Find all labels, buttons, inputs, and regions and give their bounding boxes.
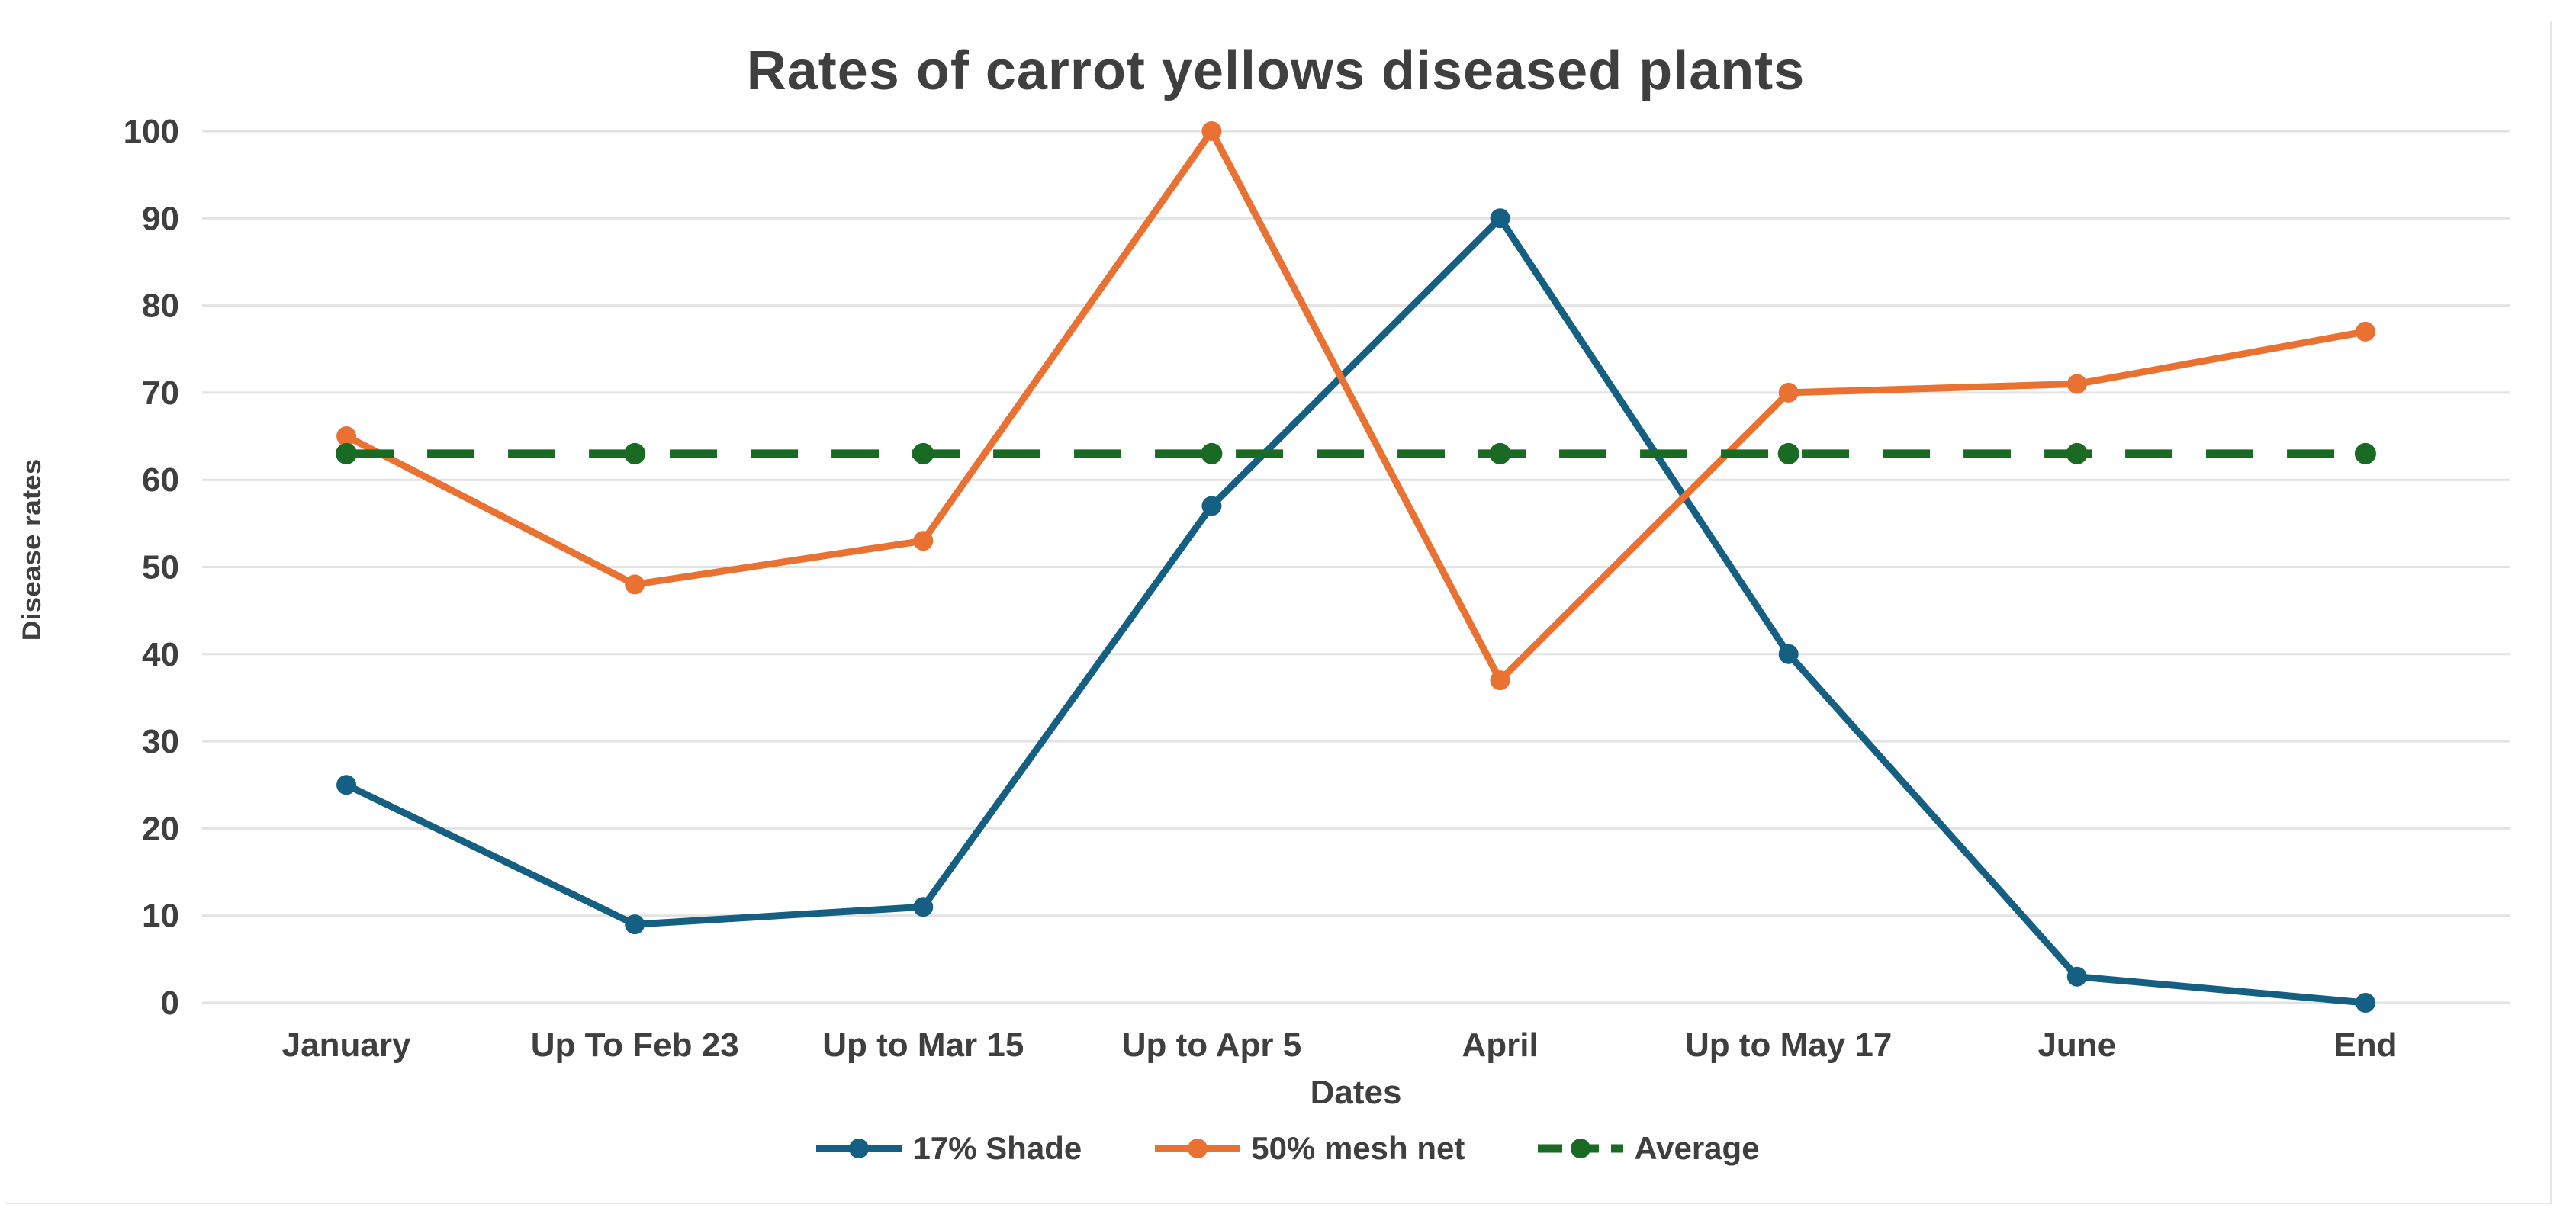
series-marker-17-shade [1490, 208, 1510, 229]
chart-title: Rates of carrot yellows diseased plants [746, 40, 1806, 101]
y-tick-label: 60 [142, 461, 179, 499]
x-tick-label: Up to May 17 [1685, 1026, 1892, 1064]
x-tick-label: Up To Feb 23 [531, 1026, 739, 1064]
series-marker-50-mesh-net [1490, 670, 1510, 691]
x-tick-label: Up to Apr 5 [1122, 1026, 1301, 1064]
y-tick-label: 30 [142, 723, 179, 760]
legend-item-50-mesh-net: 50% mesh net [1155, 1130, 1465, 1167]
legend-label: 50% mesh net [1251, 1130, 1465, 1166]
x-tick-label: End [2333, 1026, 2397, 1064]
series-marker-50-mesh-net [625, 574, 645, 595]
series-marker-17-shade [2066, 966, 2087, 987]
series-marker-50-mesh-net [336, 426, 357, 447]
series-marker-average [1777, 442, 1799, 464]
series-marker-average [336, 442, 358, 464]
x-axis-title: Dates [1310, 1074, 1402, 1111]
series-marker-average [1201, 442, 1223, 464]
series-marker-50-mesh-net [1778, 382, 1799, 403]
series-marker-average [2354, 442, 2376, 464]
series-line-17-shade [345, 214, 2366, 1007]
series-marker-50-mesh-net [1201, 121, 1222, 141]
y-tick-label: 20 [142, 810, 179, 847]
series-marker-50-mesh-net [2066, 374, 2087, 394]
series-marker-17-shade [2355, 993, 2375, 1013]
series-marker-17-shade [1778, 644, 1799, 664]
series-marker-average [624, 442, 646, 464]
y-tick-label: 90 [142, 200, 179, 237]
series-marker-average [2066, 442, 2088, 464]
legend-label: Average [1634, 1130, 1760, 1166]
y-tick-label: 100 [124, 113, 179, 150]
y-tick-label: 70 [142, 374, 179, 412]
series-marker-17-shade [336, 775, 357, 795]
x-tick-label: June [2037, 1026, 2116, 1064]
x-tick-label: Up to Mar 15 [822, 1026, 1024, 1064]
y-tick-label: 50 [142, 549, 179, 586]
legend-item-17-shade: 17% Shade [816, 1130, 1082, 1167]
y-tick-label: 80 [142, 287, 179, 325]
x-tick-label: April [1462, 1026, 1538, 1064]
series-marker-average [1489, 442, 1511, 464]
series-marker-average [912, 442, 934, 464]
y-tick-label: 10 [142, 898, 179, 935]
series-marker-17-shade [1201, 496, 1222, 516]
legend-swatch-average [1538, 1139, 1624, 1158]
legend-swatch-50-mesh-net [1155, 1139, 1241, 1158]
series-marker-50-mesh-net [2355, 321, 2375, 342]
series-marker-17-shade [625, 914, 645, 935]
series-marker-17-shade [913, 897, 934, 917]
y-tick-label: 40 [142, 636, 179, 673]
series-line-50-mesh-net [345, 127, 2366, 684]
legend-item-average: Average [1538, 1130, 1760, 1167]
y-tick-label: 0 [161, 984, 179, 1022]
series-marker-50-mesh-net [913, 531, 934, 551]
legend-label: 17% Shade [912, 1130, 1082, 1166]
legend-swatch-17-shade [816, 1139, 902, 1158]
x-tick-label: January [282, 1026, 411, 1064]
y-axis-title: Disease rates [17, 458, 47, 641]
legend: 17% Shade 50% mesh net Average [0, 1130, 2576, 1167]
